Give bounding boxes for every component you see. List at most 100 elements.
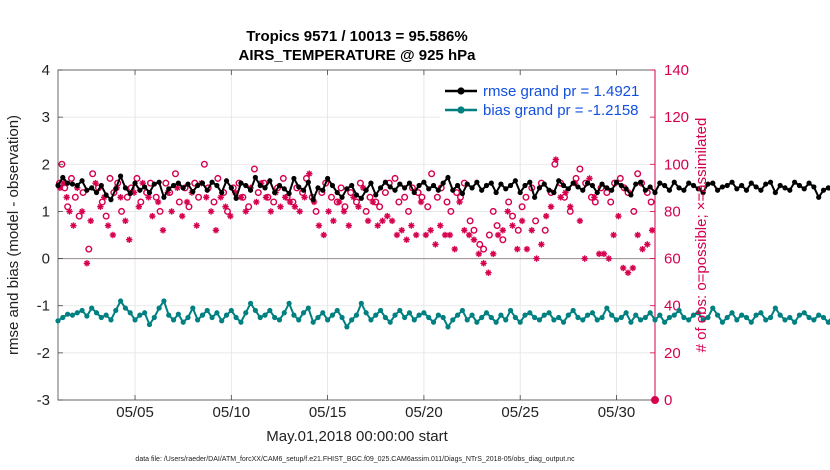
bias-point bbox=[156, 305, 162, 311]
bias-point bbox=[79, 307, 85, 314]
rmse-point bbox=[315, 185, 321, 191]
obs-possible-point bbox=[133, 174, 141, 182]
x-axis-label: May.01,2018 00:00:00 start bbox=[266, 428, 448, 445]
rmse-point bbox=[349, 182, 355, 189]
obs-assimilated-point bbox=[315, 222, 323, 229]
chart-title: Tropics 9571 / 10013 = 95.586% bbox=[246, 28, 467, 45]
bias-point bbox=[411, 317, 417, 323]
rmse-point bbox=[286, 190, 292, 197]
bias-point bbox=[772, 305, 778, 311]
rmse-point bbox=[406, 180, 413, 186]
rmse-point bbox=[291, 175, 297, 182]
rmse-point bbox=[758, 187, 764, 193]
rmse-point bbox=[358, 195, 364, 201]
obs-assimilated-point bbox=[83, 260, 91, 267]
obs-assimilated-point bbox=[203, 194, 210, 201]
rmse-point bbox=[479, 187, 485, 193]
y-tick-label-6: 3 bbox=[42, 109, 50, 126]
obs-assimilated-point bbox=[122, 217, 129, 225]
obs-possible-point bbox=[67, 174, 75, 182]
obs-possible-point bbox=[630, 207, 638, 215]
bias-point bbox=[811, 317, 817, 323]
rmse-point bbox=[676, 185, 682, 191]
rmse-point bbox=[74, 182, 80, 189]
rmse-point bbox=[599, 181, 605, 187]
rmse-point bbox=[719, 184, 726, 190]
rmse-point bbox=[127, 190, 133, 197]
obs-assimilated-point bbox=[490, 250, 497, 258]
obs-assimilated-point bbox=[320, 231, 327, 239]
obs-possible-point bbox=[322, 179, 330, 187]
obs-assimilated-point bbox=[629, 264, 637, 272]
bias-point bbox=[493, 319, 499, 325]
rmse-point bbox=[276, 182, 283, 189]
rmse-point bbox=[714, 187, 721, 193]
obs-assimilated-point bbox=[422, 231, 430, 239]
bias-point bbox=[272, 314, 278, 321]
obs-possible-point bbox=[476, 240, 484, 248]
bias-point bbox=[613, 317, 620, 323]
rmse-point bbox=[387, 184, 393, 190]
rmse-point bbox=[243, 182, 249, 189]
bias-point bbox=[787, 314, 793, 321]
bias-point bbox=[628, 319, 634, 325]
bias-point bbox=[700, 317, 706, 323]
obs-assimilated-point bbox=[135, 203, 143, 210]
obs-possible-point bbox=[362, 207, 370, 215]
obs-assimilated-point bbox=[179, 212, 186, 220]
rmse-point bbox=[223, 178, 230, 184]
bias-point bbox=[575, 314, 581, 321]
rmse-point bbox=[166, 186, 172, 192]
bias-point bbox=[426, 314, 432, 321]
rmse-point bbox=[402, 185, 408, 191]
obs-assimilated-point bbox=[610, 231, 617, 239]
rmse-point bbox=[546, 187, 552, 193]
obs-assimilated-point bbox=[600, 250, 608, 258]
obs-assimilated-point bbox=[480, 260, 487, 267]
bias-point bbox=[806, 314, 812, 321]
obs-assimilated-point bbox=[533, 255, 540, 262]
obs-assimilated-point bbox=[586, 175, 593, 182]
bias-point bbox=[132, 317, 138, 323]
rmse-point bbox=[84, 187, 90, 193]
bias-point bbox=[719, 319, 726, 325]
bias-point bbox=[767, 314, 774, 321]
obs-assimilated-point bbox=[126, 236, 133, 243]
obs-possible-point bbox=[443, 198, 451, 206]
obs-assimilated-point bbox=[456, 198, 463, 206]
legend-rmse-marker bbox=[457, 87, 465, 95]
bias-point bbox=[681, 314, 687, 321]
bias-point bbox=[816, 312, 822, 318]
bias-point bbox=[291, 312, 297, 318]
bias-point bbox=[662, 319, 668, 325]
obs-assimilated-point bbox=[217, 194, 224, 201]
bias-point bbox=[676, 307, 682, 314]
bias-point bbox=[325, 317, 331, 323]
rmse-point bbox=[325, 175, 331, 182]
bias-point bbox=[565, 312, 571, 318]
obs-assimilated-point bbox=[117, 194, 124, 201]
obs-assimilated-point bbox=[441, 231, 449, 239]
bias-point bbox=[647, 310, 653, 316]
rmse-point bbox=[228, 185, 234, 191]
rmse-point bbox=[238, 180, 244, 186]
bias-point bbox=[117, 298, 124, 304]
rmse-point bbox=[98, 182, 104, 189]
x-tick-label-0: 05/05 bbox=[116, 404, 154, 421]
bias-point bbox=[541, 312, 547, 318]
bias-point bbox=[113, 307, 119, 314]
bias-point bbox=[584, 312, 591, 318]
bias-point bbox=[705, 314, 711, 321]
rmse-point bbox=[435, 187, 441, 193]
bias-point bbox=[349, 317, 355, 323]
x-tick-label-3: 05/20 bbox=[405, 404, 443, 421]
bias-point bbox=[609, 312, 615, 318]
obs-possible-point bbox=[505, 198, 513, 206]
bias-point bbox=[546, 310, 552, 316]
rmse-point bbox=[329, 182, 336, 189]
rmse-point bbox=[522, 182, 528, 189]
obs-assimilated-point bbox=[384, 212, 391, 220]
bias-point bbox=[430, 319, 437, 325]
obs-possible-point bbox=[591, 198, 599, 206]
bias-point bbox=[170, 317, 177, 323]
